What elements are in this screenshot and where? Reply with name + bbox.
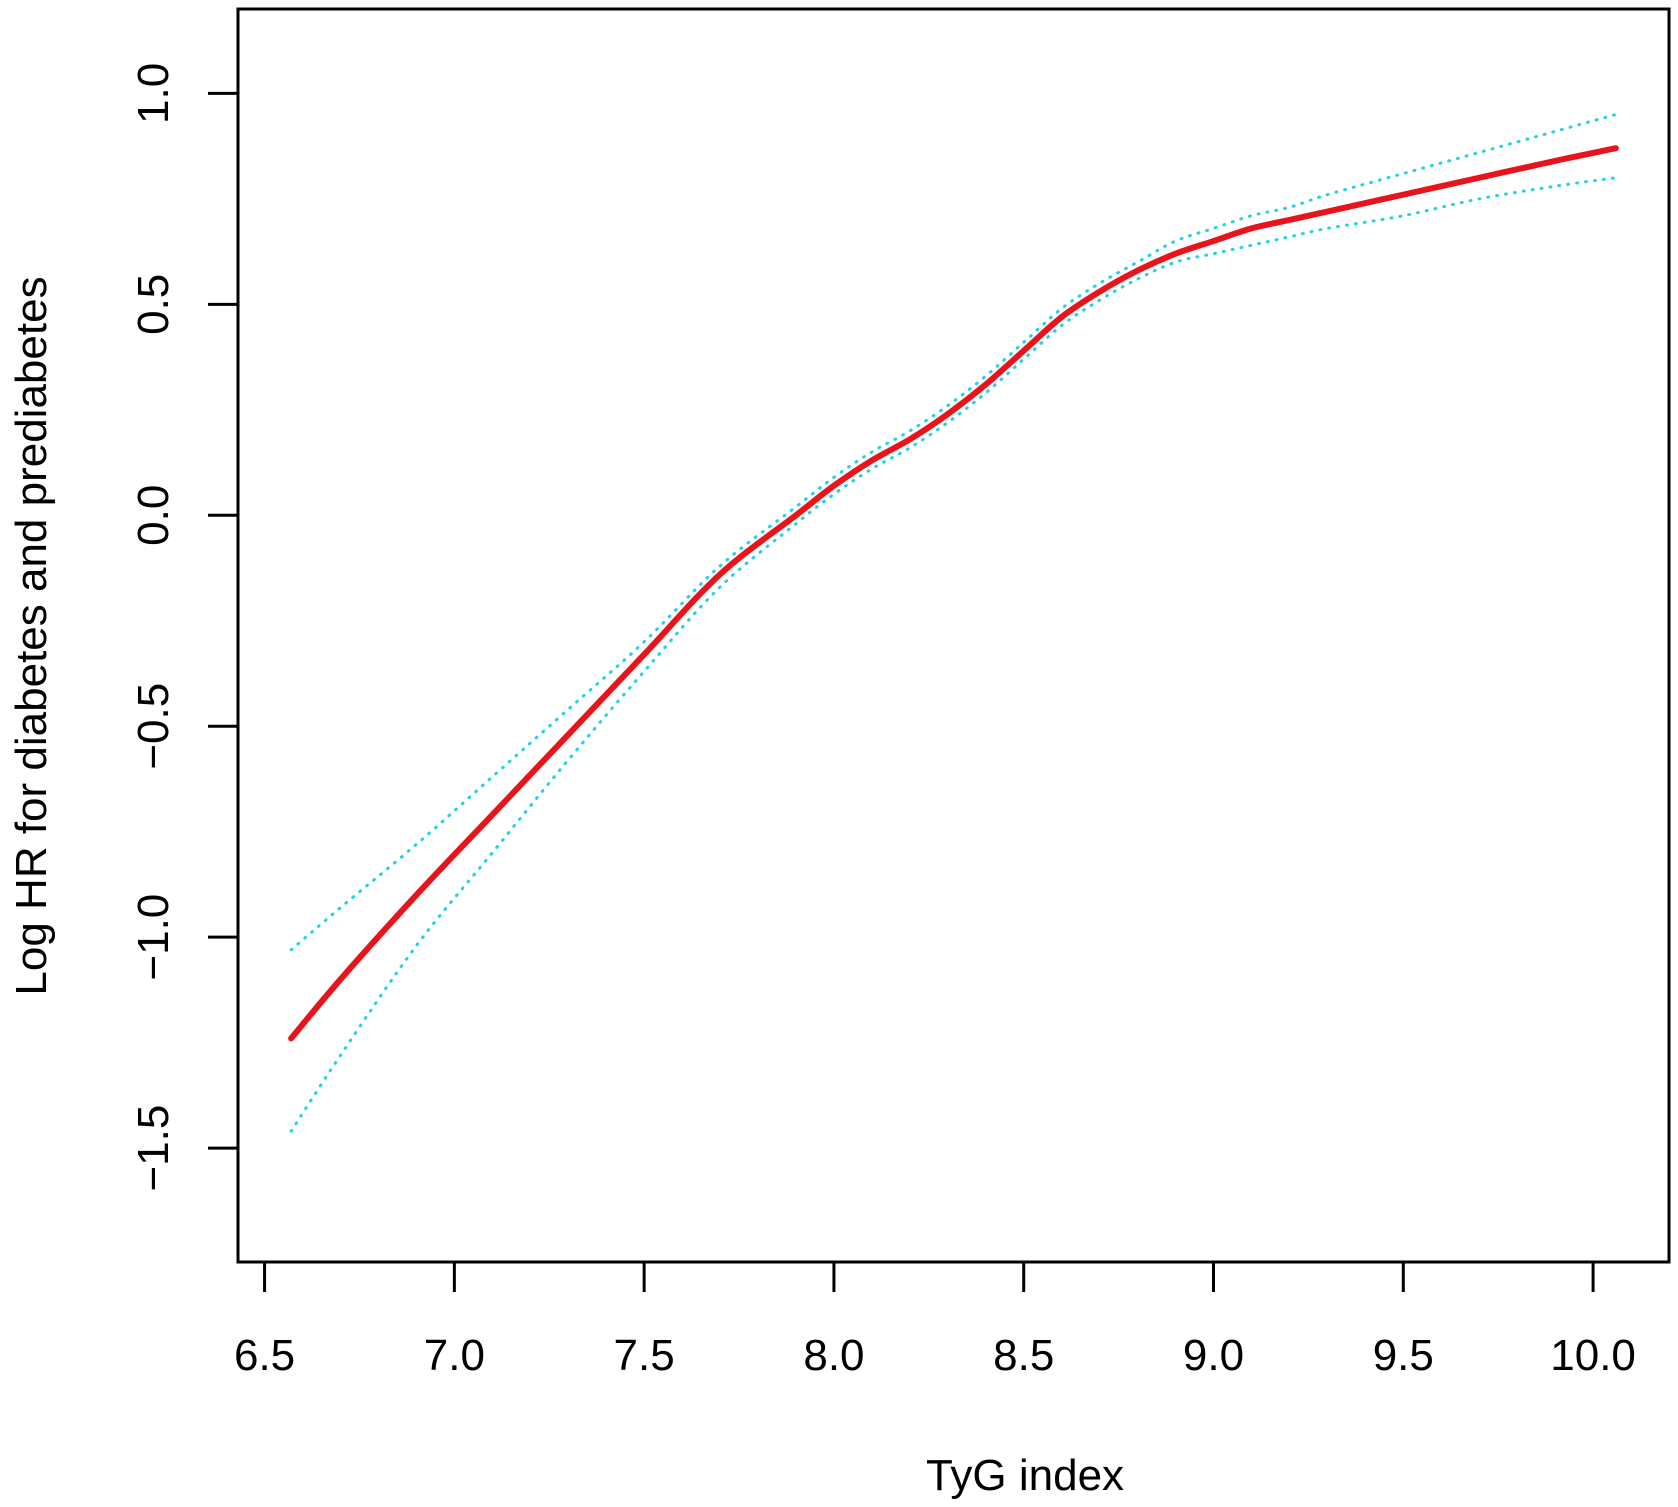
y-axis-title: Log HR for diabetes and prediabetes — [7, 276, 56, 995]
y-tick-label: −0.5 — [129, 683, 178, 770]
plot-frame — [236, 7, 1671, 1264]
y-tick-label: 0.0 — [129, 485, 178, 546]
x-tick-label: 8.5 — [993, 1331, 1054, 1380]
series-line-upper-ci — [289, 112, 1618, 952]
x-tick-label: 6.5 — [234, 1331, 295, 1380]
x-tick-label: 9.0 — [1183, 1331, 1244, 1380]
y-tick-label: −1.0 — [129, 894, 178, 981]
y-axis: −1.5 −1.0 −0.5 0.0 0.5 1.0 — [129, 63, 240, 1192]
series-layer — [288, 112, 1619, 1133]
x-tick-label: 10.0 — [1550, 1331, 1636, 1380]
series-line-lower-ci — [289, 176, 1618, 1133]
y-tick-label: 1.0 — [129, 63, 178, 124]
x-tick-label: 7.0 — [424, 1331, 485, 1380]
x-tick-label: 8.0 — [803, 1331, 864, 1380]
y-tick-label: −1.5 — [129, 1105, 178, 1192]
x-axis-title: TyG index — [926, 1451, 1124, 1500]
x-tick-label: 9.5 — [1373, 1331, 1434, 1380]
x-axis: 6.5 7.0 7.5 8.0 8.5 9.0 9.5 10.0 — [234, 1260, 1636, 1380]
series-line-estimate — [288, 145, 1619, 1042]
x-tick-label: 7.5 — [614, 1331, 675, 1380]
y-tick-label: 0.5 — [129, 274, 178, 335]
